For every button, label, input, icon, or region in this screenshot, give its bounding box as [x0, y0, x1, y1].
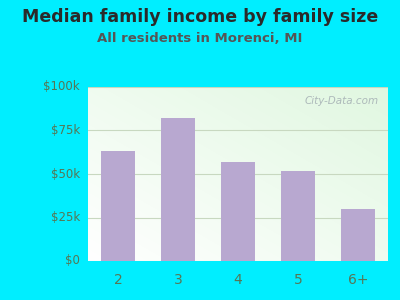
- Text: 3: 3: [174, 273, 182, 287]
- Text: 2: 2: [114, 273, 122, 287]
- Text: $25k: $25k: [51, 211, 80, 224]
- Bar: [281, 170, 316, 261]
- Text: Median family income by family size: Median family income by family size: [22, 8, 378, 26]
- Text: 6+: 6+: [348, 273, 368, 287]
- Bar: [101, 152, 135, 261]
- Text: $75k: $75k: [51, 124, 80, 137]
- Bar: [221, 162, 256, 261]
- Text: All residents in Morenci, MI: All residents in Morenci, MI: [97, 32, 303, 44]
- Text: $50k: $50k: [51, 167, 80, 181]
- Bar: [341, 209, 376, 261]
- Text: 5: 5: [294, 273, 302, 287]
- Bar: [160, 118, 196, 261]
- Text: $100k: $100k: [43, 80, 80, 94]
- Text: 4: 4: [234, 273, 242, 287]
- Text: City-Data.com: City-Data.com: [305, 96, 379, 106]
- Text: $0: $0: [65, 254, 80, 268]
